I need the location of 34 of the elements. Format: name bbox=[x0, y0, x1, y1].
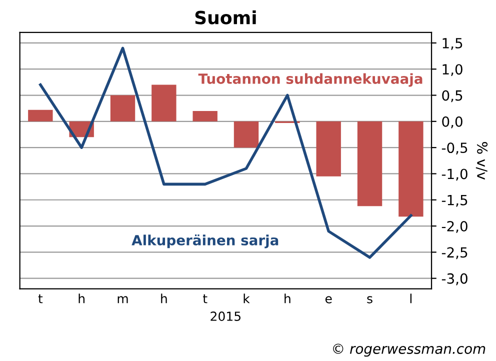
x-tick-label: t bbox=[38, 294, 43, 304]
bar bbox=[110, 95, 136, 122]
y-tick-label: 0,5 bbox=[442, 90, 462, 102]
y-tick-label: -1,0 bbox=[442, 168, 468, 181]
bar bbox=[234, 121, 259, 148]
x-tick-label: k bbox=[244, 294, 250, 304]
y-tick-label: -3,0 bbox=[442, 273, 468, 286]
bar bbox=[316, 121, 341, 176]
y-tick-label: -2,0 bbox=[442, 221, 468, 233]
x-tick-label: s bbox=[367, 296, 372, 304]
bar bbox=[28, 110, 53, 122]
x-tick-label: m bbox=[118, 296, 128, 304]
bar bbox=[398, 121, 424, 217]
series-label: Tuotannon suhdannekuvaaja bbox=[198, 73, 422, 87]
bar bbox=[192, 110, 218, 122]
y-tick-label: -0,5 bbox=[442, 142, 468, 154]
y-tick-label: -2,5 bbox=[442, 247, 468, 260]
x-tick-label: l bbox=[410, 294, 412, 304]
y-axis-title: % v/v bbox=[476, 142, 488, 180]
text: Alkuperäinen sarja bbox=[132, 234, 278, 248]
x-tick-label: h bbox=[284, 294, 290, 304]
text: © rogerwessman.com bbox=[333, 344, 486, 357]
x-tick-label: h bbox=[161, 294, 167, 304]
x-tick-label: h bbox=[78, 294, 84, 304]
x-axis-title: 2015 bbox=[210, 312, 240, 321]
y-tick-label: 0,0 bbox=[442, 116, 462, 128]
bar bbox=[152, 84, 176, 122]
chart-title: Suomi bbox=[195, 10, 256, 24]
bar bbox=[357, 121, 382, 206]
x-tick-label: e bbox=[325, 296, 332, 304]
x-tick-label: t bbox=[202, 294, 208, 304]
y-tick-label: 1,0 bbox=[442, 64, 462, 76]
y-tick-label: -1,5 bbox=[442, 195, 468, 207]
y-tick-label: 1,5 bbox=[442, 38, 462, 50]
